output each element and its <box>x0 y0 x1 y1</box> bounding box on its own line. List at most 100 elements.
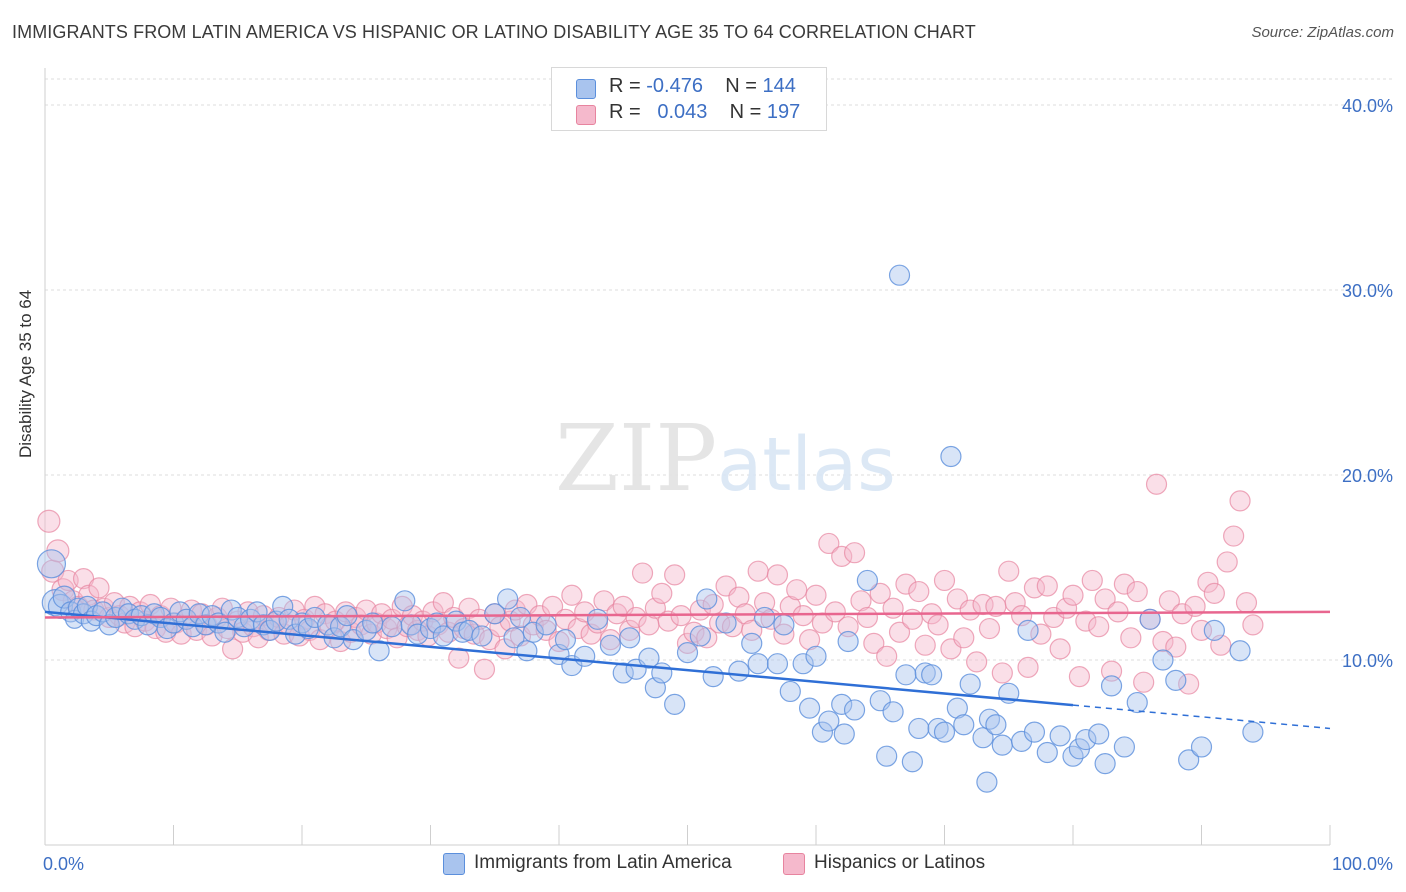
point-hispanics <box>1190 619 1213 642</box>
point-hispanics <box>978 617 1001 640</box>
x-tick-label-start: 0.0% <box>43 854 84 874</box>
point-immigrants <box>792 653 814 675</box>
point-hispanics <box>1094 588 1116 610</box>
point-immigrants <box>394 590 416 612</box>
point-hispanics <box>863 632 885 654</box>
trend-line-hispanics <box>44 610 1331 619</box>
point-hispanics <box>843 542 866 564</box>
point-immigrants <box>651 662 673 684</box>
point-hispanics <box>1133 671 1155 693</box>
source-label: Source: ZipAtlas.com <box>1251 24 1394 41</box>
legend-r-label: R = <box>609 75 647 97</box>
point-hispanics <box>1223 525 1245 547</box>
watermark-zip: ZIP <box>555 405 717 512</box>
point-hispanics <box>766 564 789 586</box>
point-hispanics <box>1068 666 1091 688</box>
point-hispanics <box>818 532 840 555</box>
point-hispanics <box>683 621 705 643</box>
point-immigrants <box>381 616 403 638</box>
point-immigrants <box>638 647 660 669</box>
point-immigrants <box>252 614 275 636</box>
point-immigrants <box>728 660 750 682</box>
point-immigrants <box>901 751 923 773</box>
point-hispanics <box>753 592 776 614</box>
point-immigrants <box>516 640 538 662</box>
point-hispanics <box>953 627 975 649</box>
point-immigrants <box>1190 736 1213 758</box>
point-hispanics <box>927 614 949 636</box>
point-immigrants <box>574 645 596 667</box>
point-hispanics <box>72 567 95 590</box>
point-hispanics <box>1197 571 1219 593</box>
point-immigrants <box>509 606 532 629</box>
point-hispanics <box>869 582 891 605</box>
point-immigrants <box>1075 728 1097 751</box>
point-immigrants <box>599 634 622 656</box>
bottom-legend-label: Hispanics or Latinos <box>814 852 986 873</box>
point-hispanics <box>1126 580 1148 603</box>
point-immigrants <box>586 608 609 630</box>
point-immigrants <box>291 612 313 634</box>
point-immigrants <box>554 629 577 651</box>
point-immigrants <box>1088 723 1110 745</box>
point-hispanics <box>1081 569 1103 592</box>
point-hispanics <box>432 592 454 614</box>
point-immigrants <box>959 673 981 695</box>
point-immigrants <box>1100 675 1123 697</box>
point-immigrants <box>458 619 480 642</box>
point-immigrants <box>933 721 956 743</box>
point-hispanics <box>57 569 79 592</box>
point-immigrants <box>1139 608 1161 630</box>
bottom-swatch-pink <box>783 853 805 875</box>
point-immigrants <box>1094 752 1116 775</box>
point-hispanics <box>473 658 496 680</box>
point-immigrants <box>664 693 686 716</box>
point-hispanics <box>625 606 647 629</box>
point-immigrants <box>882 701 904 723</box>
point-hispanics <box>876 645 898 667</box>
point-immigrants <box>779 680 801 703</box>
legend-n-value: 197 <box>766 101 801 123</box>
point-immigrants <box>921 664 943 686</box>
point-hispanics <box>1229 490 1251 512</box>
point-hispanics <box>1242 614 1264 636</box>
point-hispanics <box>664 564 686 586</box>
point-immigrants <box>471 625 493 647</box>
point-hispanics <box>798 629 821 651</box>
point-hispanics <box>747 560 769 582</box>
point-immigrants <box>612 662 634 684</box>
point-hispanics <box>1088 616 1110 638</box>
point-hispanics <box>888 621 911 643</box>
point-immigrants <box>1242 721 1264 743</box>
point-hispanics <box>991 662 1013 684</box>
watermark: ZIP atlas <box>555 405 896 512</box>
point-hispanics <box>1165 636 1187 658</box>
point-immigrants <box>991 734 1013 756</box>
point-immigrants <box>798 697 821 719</box>
point-hispanics <box>966 651 988 673</box>
point-hispanics <box>805 584 827 606</box>
legend-swatch-blue <box>576 79 596 99</box>
bottom-legend-label: Immigrants from Latin America <box>474 852 732 873</box>
trend-line-immigrants <box>44 610 1074 707</box>
point-immigrants <box>696 588 718 610</box>
point-hispanics <box>856 606 879 629</box>
point-hispanics <box>1017 656 1039 679</box>
point-hispanics <box>657 610 679 632</box>
point-immigrants <box>1152 649 1174 671</box>
point-immigrants <box>1036 741 1058 764</box>
legend-swatch-pink <box>576 105 596 125</box>
bottom-swatch-blue <box>443 853 465 875</box>
point-hispanics <box>1216 551 1238 573</box>
point-immigrants <box>1126 691 1148 714</box>
point-hispanics <box>773 623 795 645</box>
trend-line-extension <box>1072 704 1331 730</box>
point-immigrants <box>876 745 898 767</box>
point-immigrants <box>927 717 949 740</box>
point-immigrants <box>747 653 769 675</box>
point-immigrants <box>689 625 711 647</box>
y-tick-label: 30.0% <box>1342 281 1393 301</box>
point-hispanics <box>728 586 750 608</box>
legend-r-value: -0.476 <box>646 75 703 97</box>
point-hispanics <box>1049 638 1071 660</box>
